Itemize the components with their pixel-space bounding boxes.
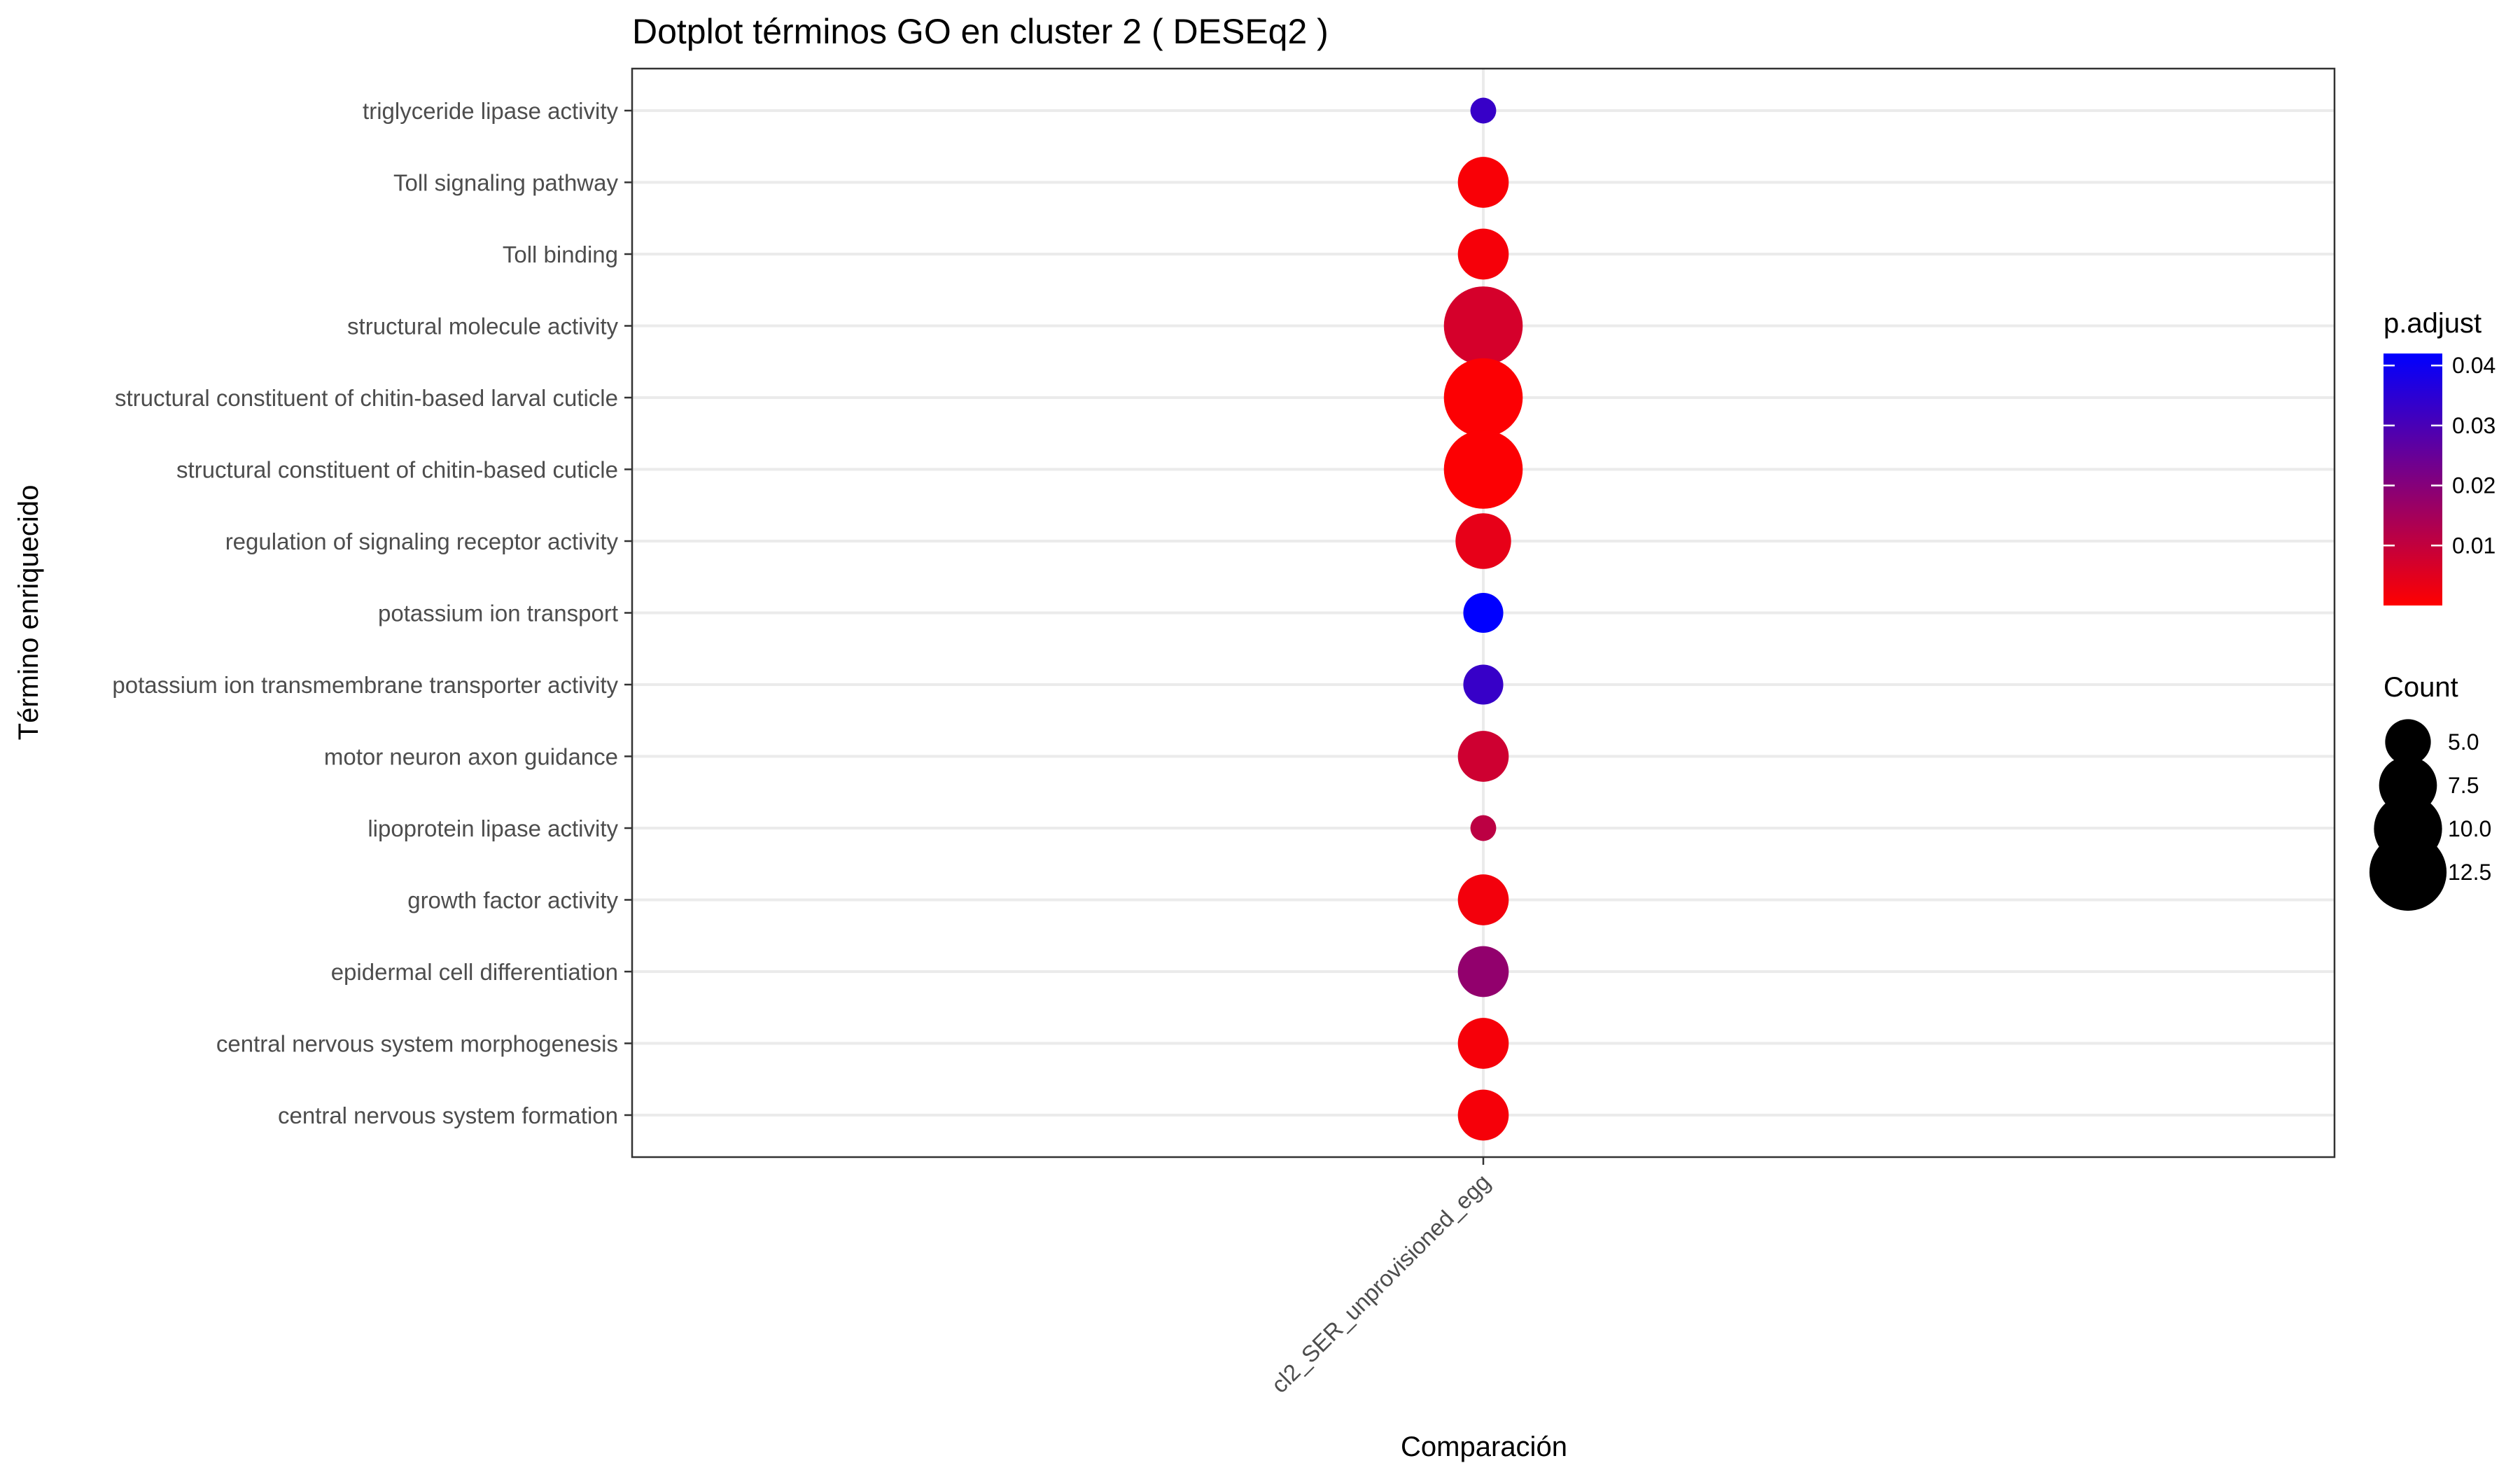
p-adjust-legend-title: p.adjust — [2384, 308, 2482, 339]
x-tick-label: cl2_SER_unprovisioned_egg — [1266, 1169, 1495, 1398]
y-tick-label: central nervous system morphogenesis — [216, 1031, 618, 1057]
data-point — [1470, 815, 1497, 841]
y-tick-label: growth factor activity — [407, 888, 618, 913]
count-legend-items: 5.0 7.5 10.0 12.5 — [2369, 719, 2491, 911]
y-tick-label: potassium ion transport — [378, 601, 618, 626]
count-legend-dot — [2369, 833, 2447, 911]
y-tick-label: potassium ion transmembrane transporter … — [112, 672, 618, 698]
count-legend-label: 5.0 — [2448, 729, 2479, 755]
y-tick-label: lipoprotein lipase activity — [368, 816, 618, 841]
y-tick-label: structural constituent of chitin-based c… — [176, 457, 618, 483]
data-point — [1457, 228, 1509, 280]
colorbar-tick-label: 0.02 — [2452, 473, 2496, 498]
y-tick-label: triglyceride lipase activity — [363, 98, 618, 124]
y-tick-label: structural constituent of chitin-based l… — [115, 385, 618, 411]
count-legend-title: Count — [2384, 672, 2458, 703]
y-axis-title: Término enriquecido — [13, 485, 44, 741]
data-point — [1457, 1089, 1509, 1141]
data-point — [1457, 874, 1509, 925]
data-points — [1443, 97, 1523, 1141]
y-tick-label: motor neuron axon guidance — [324, 744, 618, 770]
data-point — [1457, 731, 1509, 782]
data-point — [1463, 592, 1504, 634]
data-point — [1457, 157, 1509, 208]
x-axis-title: Comparación — [1401, 1432, 1567, 1462]
data-point — [1457, 1018, 1509, 1069]
y-tick-label: Toll signaling pathway — [393, 170, 619, 196]
y-axis: triglyceride lipase activity Toll signali… — [112, 98, 632, 1128]
data-point — [1463, 664, 1504, 705]
count-legend-label: 12.5 — [2448, 860, 2491, 885]
data-point — [1443, 358, 1523, 438]
colorbar-tick-label: 0.04 — [2452, 353, 2496, 378]
data-point — [1443, 430, 1523, 509]
colorbar-tick-label: 0.01 — [2452, 533, 2496, 558]
colorbar-tick-label: 0.03 — [2452, 413, 2496, 438]
y-tick-label: Toll binding — [503, 241, 618, 267]
count-legend-label: 7.5 — [2448, 773, 2479, 798]
p-adjust-colorbar-ticks: 0.01 0.02 0.03 0.04 — [2384, 353, 2496, 558]
p-adjust-colorbar — [2384, 354, 2442, 606]
y-tick-label: epidermal cell differentiation — [331, 959, 618, 985]
chart-title: Dotplot términos GO en cluster 2 ( DESEq… — [632, 12, 1329, 51]
y-tick-label: regulation of signaling receptor activit… — [225, 528, 619, 554]
count-legend-dot — [2385, 719, 2431, 765]
p-adjust-legend: p.adjust 0.01 0.02 0.03 0.04 — [2384, 308, 2496, 606]
data-point — [1443, 286, 1523, 365]
count-legend: Count 5.0 7.5 10.0 12.5 — [2369, 672, 2491, 911]
y-tick-label: central nervous system formation — [278, 1102, 618, 1128]
count-legend-label: 10.0 — [2448, 816, 2491, 841]
y-tick-label: structural molecule activity — [347, 314, 618, 340]
data-point — [1470, 97, 1497, 124]
x-axis: cl2_SER_unprovisioned_egg — [1266, 1157, 1495, 1398]
data-point — [1455, 513, 1511, 569]
data-point — [1457, 946, 1509, 997]
